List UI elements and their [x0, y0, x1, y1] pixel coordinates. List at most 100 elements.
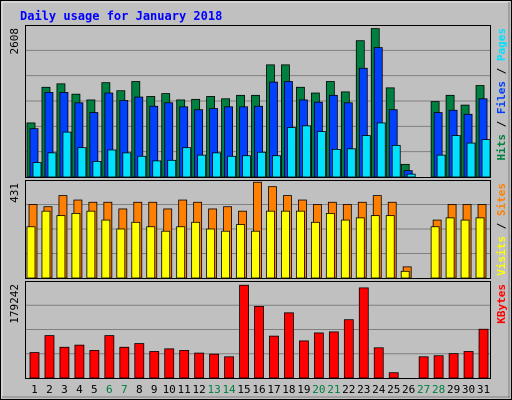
bar-visits-day-15	[236, 224, 245, 279]
bar-visits-day-18	[281, 210, 290, 279]
bar-pages-day-31	[481, 139, 491, 178]
legend-entry-kbytes: KBytes	[495, 284, 508, 324]
bar-pages-day-29	[451, 135, 461, 178]
bar-kbytes-day-19	[299, 340, 309, 379]
bar-pages-day-22	[346, 148, 356, 178]
bar-kbytes-day-9	[149, 351, 160, 379]
x-axis-label-day-10: 10	[163, 383, 176, 396]
bar-pages-day-18	[287, 127, 296, 178]
legend-entry-hits: Hits	[495, 134, 508, 161]
series-visits	[26, 210, 485, 279]
x-axis-label-day-27: 27	[417, 383, 430, 396]
bar-visits-day-9	[146, 226, 156, 279]
x-axis-label-day-29: 29	[447, 383, 460, 396]
bar-pages-day-11	[182, 147, 192, 178]
panel-visits-sites: 431 Visits / Sites	[8, 180, 508, 279]
bar-kbytes-day-27	[418, 356, 429, 379]
bar-kbytes-day-16	[254, 306, 264, 379]
x-axis-label-day-24: 24	[372, 383, 386, 396]
x-axis-label-day-15: 15	[237, 383, 250, 396]
bar-pages-day-26	[406, 173, 416, 178]
bar-kbytes-day-17	[269, 335, 279, 379]
bar-visits-day-26	[400, 270, 410, 279]
bar-kbytes-day-7	[119, 346, 130, 379]
x-axis-label-day-13: 13	[207, 383, 220, 396]
bar-kbytes-day-18	[284, 312, 294, 379]
x-axis-label-day-18: 18	[282, 383, 295, 396]
chart-title: Daily usage for January 2018	[20, 9, 222, 23]
bar-kbytes-day-22	[343, 319, 354, 379]
legend-entry-pages: Pages	[495, 28, 508, 61]
legend-separator: /	[495, 61, 508, 81]
bar-pages-day-10	[167, 159, 177, 178]
x-axis-label-day-6: 6	[106, 383, 113, 396]
bar-visits-day-24	[370, 215, 380, 279]
x-axis-label-day-23: 23	[357, 383, 370, 396]
x-axis-label-day-22: 22	[342, 383, 355, 396]
bar-kbytes-day-31	[478, 328, 489, 379]
bar-visits-day-23	[355, 217, 365, 279]
bar-pages-day-4	[77, 147, 87, 178]
bar-visits-day-19	[296, 210, 305, 279]
x-axis-label-day-20: 20	[312, 383, 325, 396]
bar-kbytes-day-13	[209, 353, 220, 379]
y-axis-max-label: 2608	[8, 28, 21, 55]
x-axis-label-day-30: 30	[462, 383, 475, 396]
x-axis-label-day-19: 19	[297, 383, 310, 396]
bar-kbytes-day-10	[164, 348, 175, 379]
bar-visits-day-1	[26, 226, 36, 279]
x-axis-label-day-7: 7	[121, 383, 128, 396]
panel-border	[25, 180, 491, 279]
panel-legend: KBytes	[495, 284, 508, 324]
x-axis-label-day-12: 12	[193, 383, 206, 396]
series-pages	[32, 122, 491, 178]
bar-visits-day-21	[325, 213, 335, 279]
panel-kbytes: 179242 KBytes	[8, 281, 508, 379]
bar-pages-day-30	[466, 142, 476, 178]
bar-visits-day-11	[176, 226, 186, 279]
x-axis-label-day-25: 25	[387, 383, 400, 396]
x-axis-label-day-4: 4	[76, 383, 83, 396]
bar-kbytes-day-14	[224, 356, 234, 379]
bar-visits-day-22	[340, 219, 350, 279]
bar-kbytes-day-21	[328, 331, 339, 379]
bar-visits-day-8	[131, 221, 141, 279]
y-axis-max-label: 431	[8, 183, 21, 203]
legend-entry-sites: Sites	[495, 183, 508, 216]
bar-kbytes-day-5	[89, 350, 100, 379]
x-axis-label-day-8: 8	[136, 383, 143, 396]
bar-kbytes-day-3	[59, 346, 70, 379]
legend-entry-visits: Visits	[495, 236, 508, 276]
bar-visits-day-13	[206, 228, 216, 279]
x-axis-label-day-21: 21	[327, 383, 340, 396]
bar-pages-day-28	[436, 154, 446, 178]
bar-visits-day-3	[56, 215, 66, 279]
bar-kbytes-day-6	[104, 335, 115, 379]
bar-pages-day-21	[331, 148, 341, 178]
bar-visits-day-17	[266, 210, 275, 279]
legend-entry-files: Files	[495, 81, 508, 114]
bar-pages-day-15	[242, 155, 251, 178]
bar-visits-day-28	[430, 226, 440, 279]
bar-kbytes-day-8	[134, 343, 145, 379]
x-axis-day-labels: 1 2 3 4 5 6 7 8 9 10 11 12 13 14 15 16 17 18 19 20 21 22 23 24 2…	[31, 383, 490, 396]
x-axis-label-day-17: 17	[267, 383, 280, 396]
bar-visits-day-16	[251, 230, 260, 279]
bar-pages-day-9	[152, 160, 162, 178]
x-axis-label-day-11: 11	[178, 383, 191, 396]
x-axis-label-day-5: 5	[91, 383, 98, 396]
bar-pages-day-8	[137, 155, 147, 178]
bar-pages-day-24	[376, 122, 386, 178]
x-axis-label-day-14: 14	[222, 383, 236, 396]
bar-pages-day-20	[316, 131, 326, 178]
panel-legend: Visits / Sites	[495, 183, 508, 276]
bar-pages-day-5	[92, 161, 102, 178]
bar-pages-day-17	[272, 155, 281, 178]
bar-pages-day-23	[361, 135, 371, 178]
bar-pages-day-2	[47, 152, 57, 178]
bar-pages-day-19	[302, 125, 311, 178]
x-axis-label-day-16: 16	[252, 383, 265, 396]
y-axis-max-label: 179242	[8, 284, 21, 324]
x-axis-label-day-3: 3	[61, 383, 68, 396]
